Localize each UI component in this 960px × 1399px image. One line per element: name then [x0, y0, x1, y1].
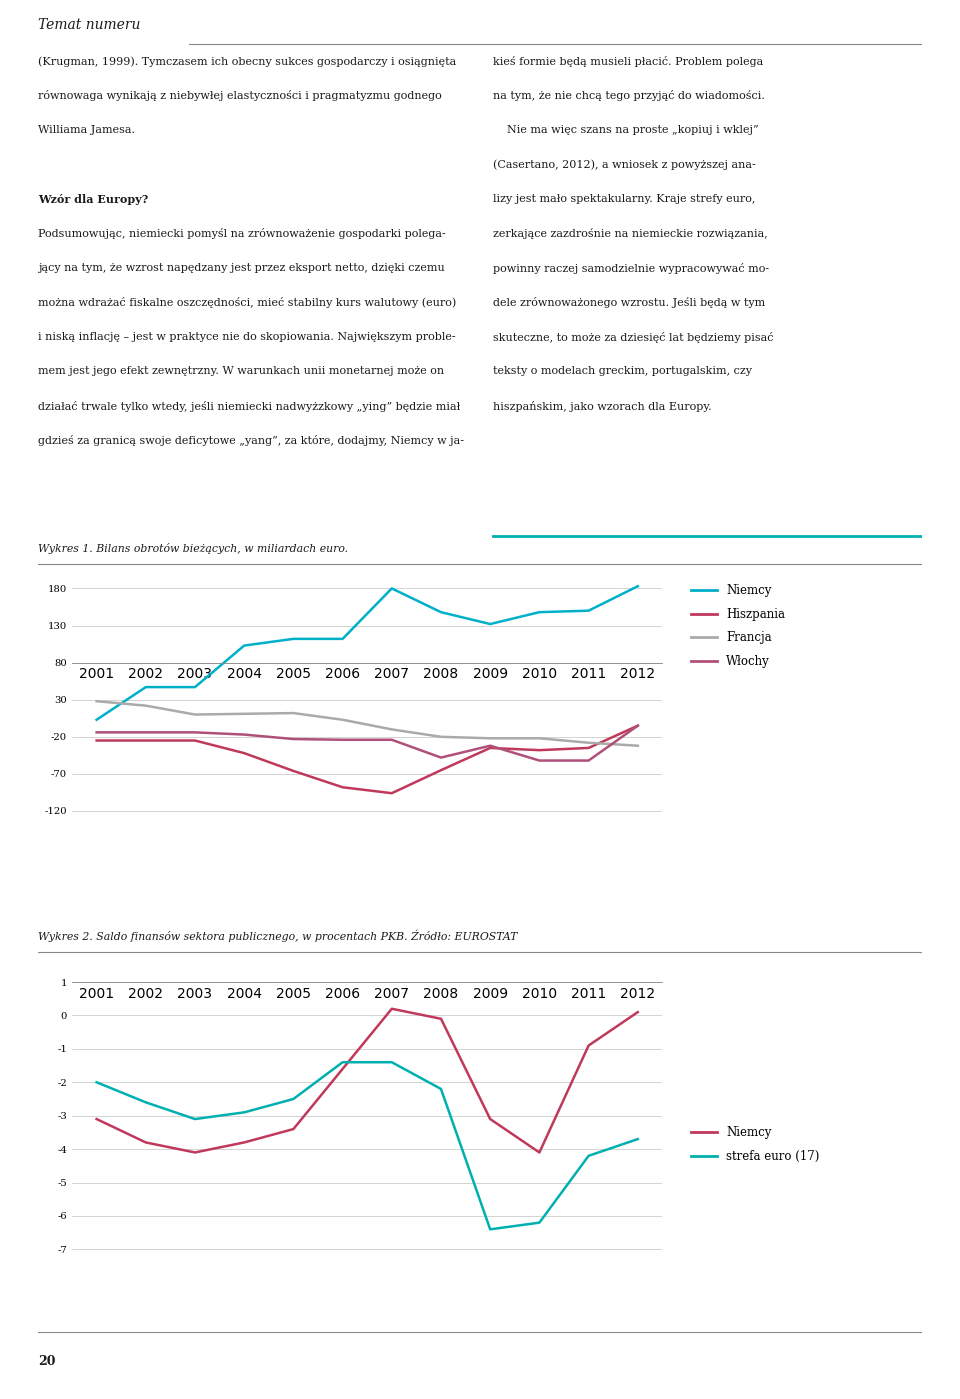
Text: 20: 20: [38, 1354, 56, 1368]
Text: hiszpańskim, jako wzorach dla Europy.: hiszpańskim, jako wzorach dla Europy.: [493, 400, 712, 411]
Text: Nie ma więc szans na proste „kopiuj i wklej”: Nie ma więc szans na proste „kopiuj i wk…: [493, 125, 758, 134]
Text: na tym, że nie chcą tego przyjąć do wiadomości.: na tym, że nie chcą tego przyjąć do wiad…: [493, 91, 765, 102]
Text: (Casertano, 2012), a wniosek z powyższej ana-: (Casertano, 2012), a wniosek z powyższej…: [493, 159, 756, 169]
Text: równowaga wynikają z niebywłej elastyczności i pragmatyzmu godnego: równowaga wynikają z niebywłej elastyczn…: [38, 91, 443, 102]
Text: Wzór dla Europy?: Wzór dla Europy?: [38, 194, 149, 204]
Text: powinny raczej samodzielnie wypracowywać mo-: powinny raczej samodzielnie wypracowywać…: [493, 263, 769, 274]
Text: (Krugman, 1999). Tymczasem ich obecny sukces gospodarczy i osiągnięta: (Krugman, 1999). Tymczasem ich obecny su…: [38, 56, 457, 67]
Text: kieś formie będą musieli płacić. Problem polega: kieś formie będą musieli płacić. Problem…: [493, 56, 763, 67]
Text: Williama Jamesa.: Williama Jamesa.: [38, 125, 135, 134]
Text: i niską inflację – jest w praktyce nie do skopiowania. Największym proble-: i niską inflację – jest w praktyce nie d…: [38, 332, 456, 341]
Legend: Niemcy, strefa euro (17): Niemcy, strefa euro (17): [686, 1122, 825, 1168]
Text: Wykres 2. Saldo finansów sektora publicznego, w procentach PKB. Źródło: EUROSTAT: Wykres 2. Saldo finansów sektora publicz…: [38, 930, 517, 942]
Text: można wdrażać fiskalne oszczędności, mieć stabilny kurs walutowy (euro): można wdrażać fiskalne oszczędności, mie…: [38, 297, 457, 308]
Text: Podsumowując, niemiecki pomyśl na zrównoważenie gospodarki polega-: Podsumowując, niemiecki pomyśl na zrówno…: [38, 228, 446, 239]
Text: Wykres 1. Bilans obrotów bieżących, w miliardach euro.: Wykres 1. Bilans obrotów bieżących, w mi…: [38, 543, 348, 554]
Text: gdzieś za granicą swoje deficytowe „yang”, za które, dodajmy, Niemcy w ja-: gdzieś za granicą swoje deficytowe „yang…: [38, 435, 465, 446]
Text: teksty o modelach greckim, portugalskim, czy: teksty o modelach greckim, portugalskim,…: [493, 367, 753, 376]
Text: skuteczne, to może za dziesięć lat będziemy pisać: skuteczne, to może za dziesięć lat będzi…: [493, 332, 774, 343]
Text: lizy jest mało spektakularny. Kraje strefy euro,: lizy jest mało spektakularny. Kraje stre…: [493, 194, 756, 204]
Text: mem jest jego efekt zewnętrzny. W warunkach unii monetarnej może on: mem jest jego efekt zewnętrzny. W warunk…: [38, 367, 444, 376]
Text: zerkające zazdrośnie na niemieckie rozwiązania,: zerkające zazdrośnie na niemieckie rozwi…: [493, 228, 768, 239]
Text: dele zrównoważonego wzrostu. Jeśli będą w tym: dele zrównoważonego wzrostu. Jeśli będą …: [493, 297, 765, 308]
Legend: Niemcy, Hiszpania, Francja, Włochy: Niemcy, Hiszpania, Francja, Włochy: [686, 579, 790, 673]
Text: jący na tym, że wzrost napędzany jest przez eksport netto, dzięki czemu: jący na tym, że wzrost napędzany jest pr…: [38, 263, 445, 273]
Text: Temat numeru: Temat numeru: [38, 18, 141, 32]
Text: działać trwale tylko wtedy, jeśli niemiecki nadwyżzkowy „ying” będzie miał: działać trwale tylko wtedy, jeśli niemie…: [38, 400, 461, 411]
